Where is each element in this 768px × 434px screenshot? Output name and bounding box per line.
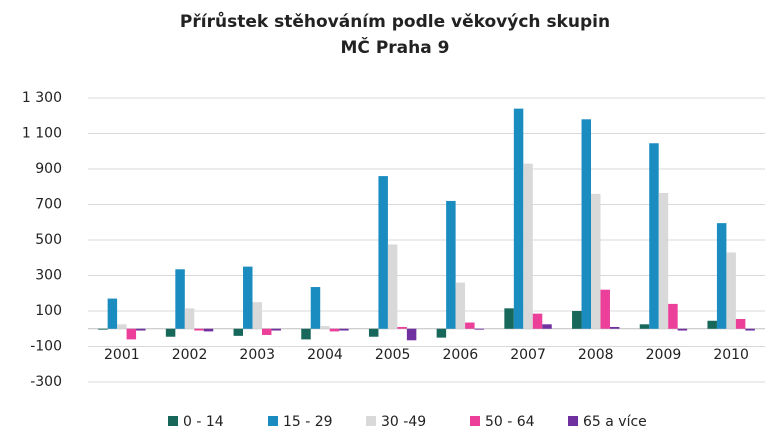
bar [474,328,485,330]
legend-swatch [268,416,278,426]
bar [117,324,127,329]
bar [387,244,398,329]
bar [658,192,669,329]
bar [243,266,253,329]
bar [513,108,524,329]
x-tick-label: 2002 [172,347,208,363]
bar [677,328,688,331]
x-tick-label: 2003 [239,347,275,363]
legend-label: 65 a více [583,414,647,430]
bar [175,269,185,329]
bar [591,193,601,329]
bar [165,328,176,337]
y-tick-label: 1 300 [22,90,62,106]
legend-swatch [470,416,480,426]
bar [107,298,118,329]
y-tick-label: 100 [35,303,62,319]
bar [609,326,620,329]
bar [339,328,349,331]
bar [532,313,543,329]
x-tick-label: 2009 [646,347,682,363]
bar [310,287,321,329]
bar [233,328,244,336]
legend-label: 30 -49 [381,414,426,430]
bar [126,328,137,340]
bar [745,328,755,331]
y-tick-label: 300 [35,268,62,284]
x-tick-label: 2008 [578,347,614,363]
x-tick-label: 2007 [510,347,546,363]
bar [707,320,717,329]
bar [252,302,262,329]
bar [446,200,456,329]
legend-label: 50 - 64 [485,414,535,430]
x-tick-label: 2006 [443,347,479,363]
y-tick-label: 900 [35,161,62,177]
legend-swatch [366,416,376,426]
y-tick-label: 1 100 [22,126,62,142]
chart-title: Přírůstek stěhováním podle věkových skup… [180,10,610,32]
y-tick-label: 500 [35,232,62,248]
y-tick-label: -300 [30,374,62,390]
bar [397,326,407,329]
chart-subtitle: MČ Praha 9 [341,36,450,58]
bar [735,318,746,329]
bar [194,328,204,331]
bar [329,328,340,332]
bar [542,324,552,329]
bar [504,308,514,329]
bar [600,289,610,329]
bar [406,328,417,341]
bar [523,163,533,329]
y-tick-label: -100 [30,339,62,355]
bar [368,328,379,337]
bar [301,328,311,340]
bar [320,326,330,329]
x-tick-label: 2001 [104,347,140,363]
bar [261,328,272,335]
bar [455,282,466,329]
bar [572,311,582,329]
legend-swatch [568,416,578,426]
legend-swatch [168,416,178,426]
bar [136,328,146,331]
bar [639,324,650,329]
bar [184,308,195,329]
bar [668,303,678,329]
bar [98,328,108,330]
bar [203,328,214,332]
x-tick-label: 2005 [375,347,411,363]
bar [378,176,388,329]
x-tick-label: 2004 [307,347,343,363]
bar [271,328,281,331]
bar [716,223,727,329]
bar [581,119,592,329]
bar [436,328,447,338]
y-tick-label: 700 [35,197,62,213]
bar [465,322,475,329]
bar [726,252,736,329]
legend-label: 0 - 14 [183,414,224,430]
x-tick-label: 2010 [713,347,749,363]
legend-label: 15 - 29 [283,414,333,430]
bar [649,143,659,329]
